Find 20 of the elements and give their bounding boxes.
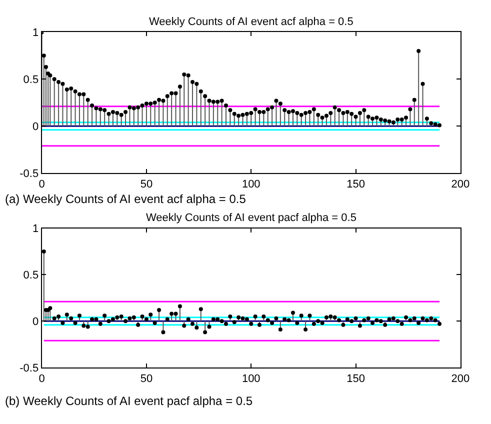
y-tick-label: 0 [32, 120, 39, 133]
x-tick-label: 50 [140, 372, 153, 385]
x-tick-label: 50 [140, 178, 153, 190]
x-tick-label: 200 [451, 178, 470, 190]
x-tick-label: 100 [242, 372, 260, 385]
y-tick-label: -0.5 [20, 168, 39, 180]
text: (b) Weekly Counts of AI event pacf alpha = 0.5 [5, 394, 253, 408]
x-tick-label: 150 [346, 178, 365, 190]
x-tick-label: 150 [346, 372, 365, 385]
x-tick-label: 200 [451, 372, 470, 385]
text: (a) Weekly Counts of AI event acf alpha = 0.5 [5, 192, 246, 206]
y-tick-label: -0.5 [20, 362, 39, 374]
chart-title: Weekly Counts of AI event pacf alpha = 0.5 [146, 212, 356, 224]
x-tick-label: 100 [242, 178, 260, 190]
y-tick-label: 0.5 [23, 270, 39, 282]
y-tick-label: 1 [32, 223, 39, 236]
y-tick-label: 1 [32, 27, 39, 40]
y-tick-label: 0 [32, 316, 39, 328]
y-tick-label: 0.5 [23, 74, 39, 86]
chart-title: Weekly Counts of AI event acf alpha = 0.5 [149, 16, 354, 28]
